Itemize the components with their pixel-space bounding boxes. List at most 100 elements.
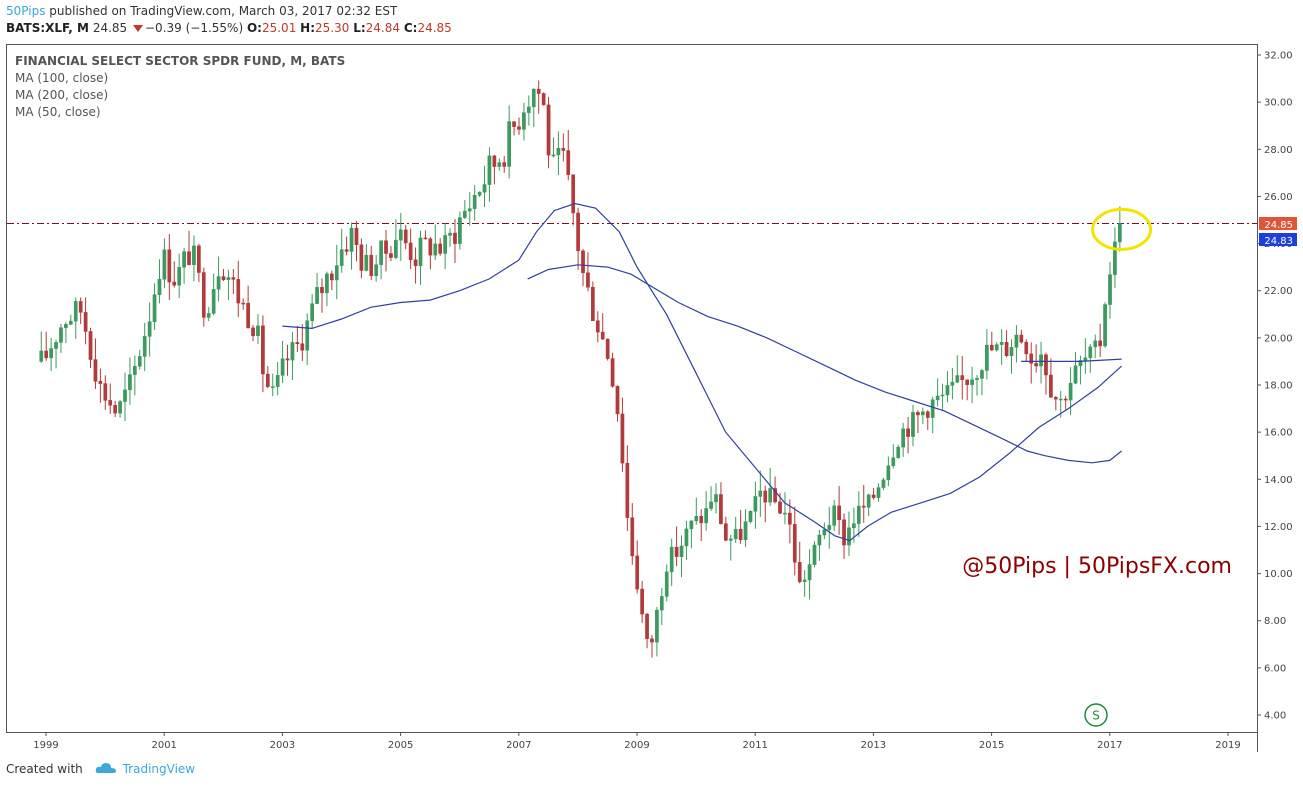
candle — [911, 404, 915, 447]
candle — [694, 497, 699, 525]
candle — [541, 92, 546, 106]
candle — [497, 158, 502, 171]
price-change: −0.39 (−1.55%) — [145, 21, 244, 35]
candle — [310, 294, 314, 330]
candle — [901, 422, 905, 457]
candle — [142, 322, 147, 372]
candle — [1083, 338, 1088, 374]
candle — [768, 467, 773, 506]
candle — [881, 477, 886, 491]
candle — [955, 355, 960, 384]
candle — [394, 219, 398, 260]
time-axis: 1999 2001 2003 2005 2007 2009 2011 2013 2015 2017… — [33, 732, 1241, 751]
candle — [132, 355, 137, 396]
candle — [39, 331, 44, 363]
candle — [192, 235, 196, 282]
candle — [472, 185, 477, 221]
price-tick-label: 32.00 — [1264, 51, 1293, 62]
candle — [265, 366, 270, 389]
time-tick-label: 1999 — [33, 740, 58, 751]
candle — [822, 522, 827, 540]
candle — [758, 470, 763, 517]
candle — [847, 511, 851, 556]
publish-line: 50Pips published on TradingView.com, Mar… — [6, 3, 452, 20]
candle — [792, 506, 797, 576]
price-label-last: 24.85 — [1259, 217, 1297, 231]
candle — [280, 340, 285, 384]
candle — [965, 379, 970, 401]
price-tick-label: 28.00 — [1264, 145, 1293, 156]
price-tick-label: 16.00 — [1264, 428, 1293, 439]
price-tick-label: 12.00 — [1264, 522, 1293, 533]
author-link[interactable]: 50Pips — [6, 4, 46, 18]
candle — [206, 306, 211, 322]
candle — [231, 268, 236, 295]
candle — [270, 373, 275, 397]
candle — [113, 400, 117, 418]
candle — [866, 493, 871, 517]
candle — [201, 267, 206, 327]
candle — [433, 224, 438, 260]
candle — [157, 259, 162, 304]
candle — [339, 228, 344, 273]
price-tick-label: 8.00 — [1264, 616, 1286, 627]
candle — [797, 541, 802, 584]
low-value: 24.84 — [365, 21, 400, 35]
candle — [408, 228, 413, 270]
candle — [1044, 352, 1048, 395]
candle — [763, 485, 768, 523]
candle — [1108, 262, 1112, 319]
candle — [1049, 358, 1053, 398]
candle — [487, 147, 492, 202]
candle — [980, 369, 984, 396]
price-label-last-text: 24.85 — [1264, 220, 1293, 231]
candle — [886, 456, 891, 487]
candle — [827, 506, 832, 549]
last-price: 24.85 — [92, 21, 128, 35]
price-label-other: 24.83 — [1259, 233, 1297, 247]
candle — [108, 383, 113, 414]
candle — [581, 248, 585, 287]
candle — [807, 549, 812, 600]
candle — [216, 256, 221, 302]
candle — [462, 200, 467, 220]
candle — [315, 273, 319, 304]
candle — [1103, 302, 1107, 348]
session-badge[interactable]: S — [1084, 703, 1108, 727]
candle — [59, 323, 63, 353]
candle — [714, 483, 718, 514]
candle — [477, 191, 482, 198]
candle — [531, 88, 536, 128]
price-tick-label: 10.00 — [1264, 569, 1293, 580]
tradingview-link[interactable]: TradingView — [122, 762, 196, 776]
candle — [748, 510, 753, 524]
candle — [438, 238, 443, 256]
candle — [871, 487, 876, 500]
candle — [418, 230, 423, 285]
candle — [743, 509, 748, 548]
candle — [704, 491, 708, 531]
candle — [738, 510, 743, 544]
candle — [1009, 339, 1014, 374]
moving-average-line — [1021, 358, 1122, 362]
candle — [600, 313, 605, 340]
candle — [1113, 227, 1117, 289]
candle — [1073, 352, 1078, 385]
time-tick-label: 2009 — [624, 740, 649, 751]
candle — [610, 352, 615, 388]
high-value: 25.30 — [315, 21, 350, 35]
high-label: H: — [300, 21, 315, 35]
candle — [689, 520, 694, 549]
candle — [236, 260, 241, 318]
candle — [526, 95, 531, 126]
candle — [679, 535, 684, 578]
candle — [334, 244, 339, 300]
candle — [68, 314, 73, 325]
candle — [645, 612, 649, 649]
time-tick-label: 2011 — [742, 740, 767, 751]
candle — [832, 500, 837, 532]
candle — [556, 131, 561, 175]
candle — [640, 580, 644, 623]
candle — [162, 238, 167, 289]
